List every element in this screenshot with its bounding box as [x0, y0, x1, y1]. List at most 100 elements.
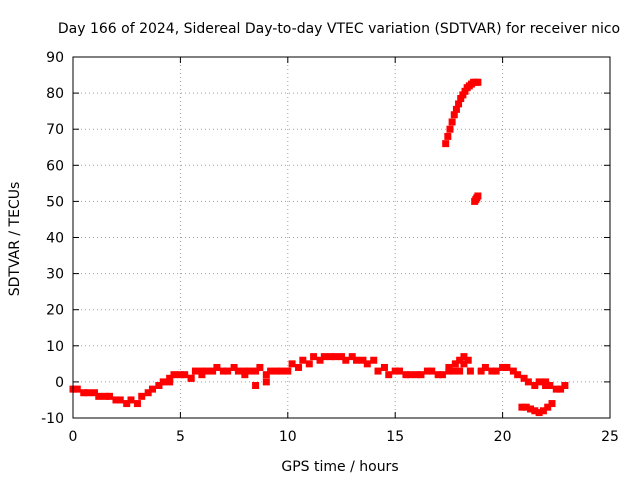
data-point	[402, 371, 410, 379]
data-point	[262, 371, 270, 379]
x-tick-label: 0	[69, 429, 78, 445]
axis-ticks: -10 0 10 20 30 40 50 60 70 80 90 0 5 10 15 20 25	[41, 50, 619, 445]
data-point	[95, 392, 103, 400]
data-point	[535, 378, 543, 386]
data-point	[305, 360, 313, 368]
data-point	[359, 356, 367, 364]
data-point	[166, 378, 174, 386]
data-point	[327, 353, 335, 361]
data-point	[413, 371, 421, 379]
grid-lines	[73, 57, 610, 418]
data-point	[444, 132, 452, 140]
data-point	[520, 374, 528, 382]
data-point	[176, 371, 184, 379]
data-point	[509, 367, 517, 375]
data-point	[202, 367, 210, 375]
data-point	[460, 353, 468, 361]
y-tick-label: 50	[46, 194, 64, 210]
data-point	[155, 382, 163, 390]
data-point	[181, 371, 189, 379]
data-point	[438, 371, 446, 379]
data-point	[370, 356, 378, 364]
y-tick-label: 20	[46, 303, 64, 319]
data-point	[90, 389, 98, 397]
data-point	[474, 78, 482, 86]
data-point	[488, 367, 496, 375]
data-point	[446, 125, 454, 133]
data-point	[256, 363, 264, 371]
data-point	[380, 363, 388, 371]
data-point	[277, 367, 285, 375]
data-point	[209, 367, 217, 375]
data-point	[518, 403, 526, 411]
y-tick-label: 90	[46, 50, 64, 66]
data-point	[451, 360, 459, 368]
data-point	[273, 367, 281, 375]
data-point	[492, 367, 500, 375]
data-point	[148, 385, 156, 393]
x-tick-label: 20	[494, 429, 512, 445]
data-point	[456, 356, 464, 364]
data-point	[234, 367, 242, 375]
data-point	[112, 396, 120, 404]
data-point	[557, 385, 565, 393]
data-point	[127, 396, 135, 404]
data-point	[245, 367, 253, 375]
data-point	[284, 367, 292, 375]
data-point	[449, 367, 457, 375]
data-point	[348, 353, 356, 361]
data-point	[123, 400, 131, 408]
data-point	[481, 363, 489, 371]
data-point	[338, 353, 345, 361]
data-point	[466, 367, 474, 375]
y-tick-label: 70	[46, 122, 64, 138]
data-point	[133, 400, 141, 408]
data-point	[288, 360, 296, 368]
data-point	[101, 392, 109, 400]
data-point	[456, 367, 464, 375]
data-point	[544, 403, 552, 411]
data-point	[395, 367, 403, 375]
data-point	[548, 400, 556, 408]
data-point	[385, 371, 393, 379]
data-point	[353, 356, 361, 364]
y-tick-label: -10	[41, 411, 64, 427]
data-point	[241, 367, 249, 375]
data-point	[310, 353, 318, 361]
data-point	[191, 367, 199, 375]
data-point	[448, 118, 456, 126]
y-axis-label: SDTVAR / TECUs	[7, 182, 23, 297]
data-point	[477, 367, 485, 375]
data-point	[417, 371, 425, 379]
data-point	[531, 382, 539, 390]
data-point	[224, 367, 232, 375]
data-point	[542, 382, 550, 390]
data-point	[457, 95, 465, 103]
data-point	[316, 356, 324, 364]
data-point	[474, 192, 482, 200]
x-axis-label: GPS time / hours	[281, 459, 398, 475]
data-point	[391, 367, 399, 375]
data-point	[219, 367, 227, 375]
data-point	[170, 371, 178, 379]
data-point	[320, 353, 328, 361]
data-point	[561, 382, 569, 390]
data-point	[445, 367, 453, 375]
data-point	[187, 374, 195, 382]
data-point	[442, 140, 450, 148]
data-point	[524, 378, 532, 386]
x-tick-label: 25	[601, 429, 619, 445]
data-point	[461, 87, 469, 95]
data-points	[69, 78, 569, 417]
data-point	[295, 363, 303, 371]
data-point	[527, 405, 535, 413]
data-point	[460, 360, 468, 368]
data-point	[144, 389, 152, 397]
data-point	[535, 409, 543, 417]
data-point	[166, 374, 174, 382]
data-point	[230, 363, 238, 371]
data-point	[73, 385, 81, 393]
y-tick-label: 10	[46, 339, 64, 355]
data-point	[116, 396, 124, 404]
